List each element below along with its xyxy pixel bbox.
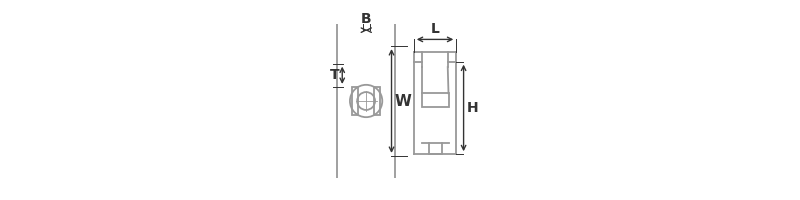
Text: T: T — [330, 68, 339, 82]
Bar — [337, 0, 395, 200]
Text: L: L — [430, 22, 439, 36]
Bar — [352, 87, 358, 115]
Text: H: H — [466, 101, 478, 115]
Bar — [422, 93, 449, 107]
Text: W: W — [394, 94, 411, 108]
Bar — [430, 143, 442, 154]
Text: B: B — [361, 12, 371, 26]
Bar — [374, 87, 380, 115]
